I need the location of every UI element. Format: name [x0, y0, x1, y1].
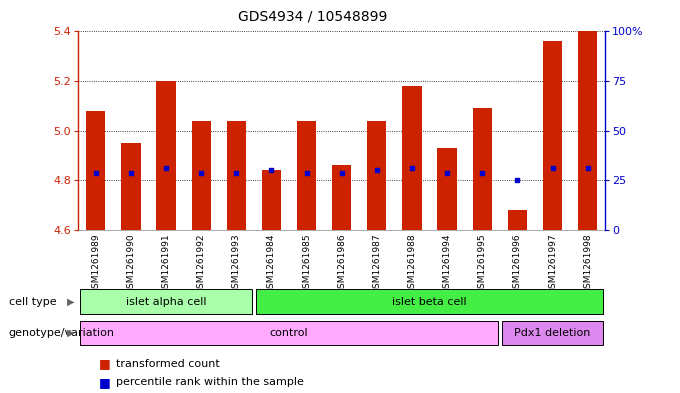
- Text: control: control: [270, 328, 308, 338]
- Point: [477, 170, 488, 176]
- Point: [231, 170, 242, 176]
- Point: [196, 170, 207, 176]
- Text: GSM1261990: GSM1261990: [126, 233, 135, 294]
- Text: GSM1261997: GSM1261997: [548, 233, 557, 294]
- Text: GSM1261989: GSM1261989: [91, 233, 100, 294]
- Text: GSM1261993: GSM1261993: [232, 233, 241, 294]
- Text: GSM1261995: GSM1261995: [478, 233, 487, 294]
- Bar: [437, 148, 457, 230]
- Bar: [156, 81, 175, 230]
- Text: transformed count: transformed count: [116, 358, 220, 369]
- Point: [512, 177, 523, 184]
- Text: ■: ■: [99, 376, 110, 389]
- Point: [371, 167, 382, 174]
- Text: GSM1261985: GSM1261985: [302, 233, 311, 294]
- Text: genotype/variation: genotype/variation: [9, 328, 115, 338]
- Bar: [508, 210, 527, 230]
- Bar: [578, 31, 597, 230]
- Point: [442, 170, 453, 176]
- Bar: [192, 121, 211, 230]
- Text: islet beta cell: islet beta cell: [392, 297, 467, 307]
- Text: Pdx1 deletion: Pdx1 deletion: [514, 328, 591, 338]
- Text: GSM1261986: GSM1261986: [337, 233, 346, 294]
- Text: ▶: ▶: [67, 297, 74, 307]
- Bar: [297, 121, 316, 230]
- Bar: [473, 108, 492, 230]
- Text: percentile rank within the sample: percentile rank within the sample: [116, 377, 303, 387]
- Text: GSM1261998: GSM1261998: [583, 233, 592, 294]
- Text: GSM1261988: GSM1261988: [407, 233, 416, 294]
- Text: cell type: cell type: [9, 297, 56, 307]
- Text: ■: ■: [99, 357, 110, 370]
- Text: GSM1261984: GSM1261984: [267, 233, 276, 294]
- Text: GSM1261992: GSM1261992: [197, 233, 205, 294]
- Text: GSM1261994: GSM1261994: [443, 233, 452, 294]
- Bar: [262, 171, 281, 230]
- Point: [336, 170, 347, 176]
- Text: GSM1261996: GSM1261996: [513, 233, 522, 294]
- Bar: [543, 41, 562, 230]
- Bar: [332, 165, 352, 230]
- Bar: [256, 289, 603, 314]
- Bar: [367, 121, 386, 230]
- Text: islet alpha cell: islet alpha cell: [126, 297, 206, 307]
- Point: [547, 165, 558, 171]
- Text: GSM1261987: GSM1261987: [373, 233, 381, 294]
- Bar: [121, 143, 141, 230]
- Point: [407, 165, 418, 171]
- Text: GSM1261991: GSM1261991: [162, 233, 171, 294]
- Bar: [226, 121, 246, 230]
- Point: [582, 165, 593, 171]
- Point: [125, 170, 136, 176]
- Bar: [86, 111, 105, 230]
- Point: [160, 165, 171, 171]
- Bar: [80, 289, 252, 314]
- Bar: [502, 321, 603, 345]
- Point: [90, 170, 101, 176]
- Text: GDS4934 / 10548899: GDS4934 / 10548899: [238, 10, 388, 24]
- Point: [266, 167, 277, 174]
- Bar: [80, 321, 498, 345]
- Point: [301, 170, 312, 176]
- Text: ▶: ▶: [67, 328, 74, 338]
- Bar: [403, 86, 422, 230]
